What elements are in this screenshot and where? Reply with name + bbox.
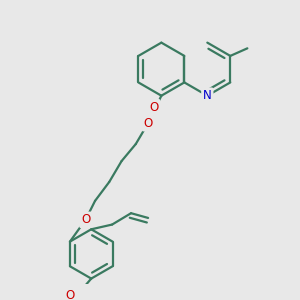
- Text: O: O: [143, 117, 153, 130]
- Text: N: N: [203, 89, 212, 102]
- Text: O: O: [149, 100, 158, 114]
- Text: O: O: [66, 289, 75, 300]
- Text: O: O: [81, 213, 90, 226]
